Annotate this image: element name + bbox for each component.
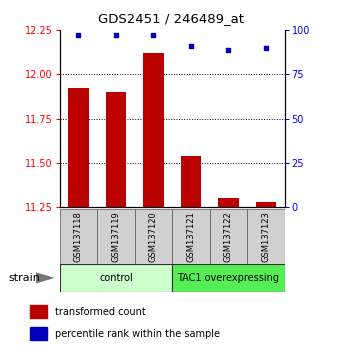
- Text: GSM137122: GSM137122: [224, 211, 233, 262]
- Bar: [60, 264, 172, 292]
- Point: [76, 33, 81, 38]
- Point: [226, 47, 231, 52]
- Text: strain: strain: [9, 273, 40, 283]
- Bar: [143, 53, 164, 207]
- Point: [188, 43, 194, 49]
- Bar: [172, 209, 210, 264]
- Polygon shape: [36, 272, 55, 284]
- Bar: [97, 209, 135, 264]
- Bar: [135, 209, 172, 264]
- Text: GSM137121: GSM137121: [187, 211, 195, 262]
- Text: percentile rank within the sample: percentile rank within the sample: [55, 329, 220, 339]
- Point: [263, 45, 269, 51]
- Text: GSM137118: GSM137118: [74, 211, 83, 262]
- Bar: [256, 202, 276, 207]
- Bar: [210, 209, 247, 264]
- Bar: [106, 92, 126, 207]
- Text: control: control: [99, 273, 133, 283]
- Bar: [60, 209, 97, 264]
- Point: [151, 33, 156, 38]
- Bar: [218, 198, 239, 207]
- Bar: [172, 264, 285, 292]
- Bar: [30, 305, 47, 318]
- Bar: [30, 327, 47, 340]
- Point: [113, 33, 119, 38]
- Bar: [181, 156, 201, 207]
- Text: GDS2451 / 246489_at: GDS2451 / 246489_at: [98, 12, 243, 25]
- Text: transformed count: transformed count: [55, 307, 146, 316]
- Bar: [68, 88, 89, 207]
- Text: GSM137123: GSM137123: [262, 211, 270, 262]
- Text: GSM137120: GSM137120: [149, 211, 158, 262]
- Text: TAC1 overexpressing: TAC1 overexpressing: [177, 273, 280, 283]
- Text: GSM137119: GSM137119: [112, 211, 120, 262]
- Bar: [247, 209, 285, 264]
